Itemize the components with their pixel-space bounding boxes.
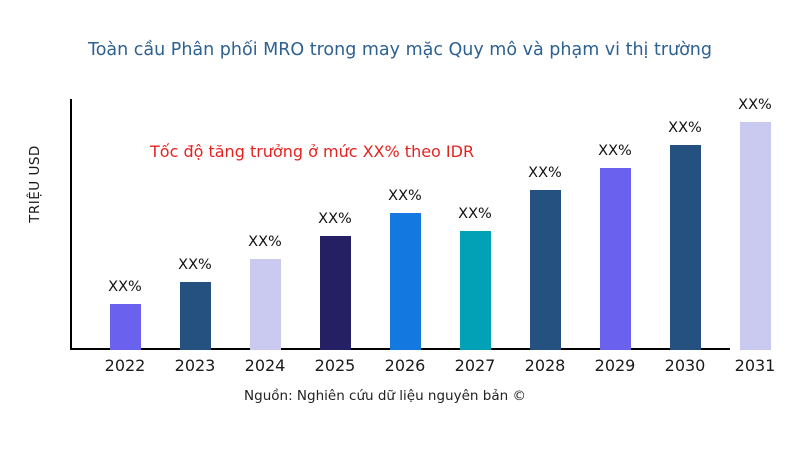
x-tick-label-2028: 2028 — [524, 356, 566, 375]
y-axis-label: TRIỆU USD — [27, 145, 43, 223]
bar-2030 — [669, 145, 701, 350]
bar-value-label-2024: XX% — [248, 234, 282, 250]
bar-value-label-2022: XX% — [108, 279, 142, 295]
bar-value-label-2027: XX% — [458, 206, 492, 222]
bar-2024 — [249, 259, 281, 350]
x-tick-label-2024: 2024 — [244, 356, 286, 375]
bar-2027 — [459, 231, 491, 350]
x-tick-label-2030: 2030 — [664, 356, 706, 375]
bar-value-label-2028: XX% — [528, 165, 562, 181]
bar-2028 — [529, 190, 561, 350]
bar-2025 — [319, 236, 351, 350]
x-tick-label-2029: 2029 — [594, 356, 636, 375]
x-tick-label-2022: 2022 — [104, 356, 146, 375]
bar-value-label-2029: XX% — [598, 143, 632, 159]
source-note: Nguồn: Nghiên cứu dữ liệu nguyên bản © — [244, 388, 526, 404]
bar-2026 — [389, 213, 421, 350]
bar-2031 — [739, 122, 771, 350]
bar-value-label-2025: XX% — [318, 211, 352, 227]
x-tick-label-2031: 2031 — [734, 356, 776, 375]
x-tick-label-2026: 2026 — [384, 356, 426, 375]
growth-rate-annotation: Tốc độ tăng trưởng ở mức XX% theo IDR — [150, 142, 475, 161]
bar-2023 — [179, 282, 211, 350]
y-axis-line — [70, 99, 72, 350]
bar-value-label-2031: XX% — [738, 97, 772, 113]
chart-title: Toàn cầu Phân phối MRO trong may mặc Quy… — [87, 40, 713, 60]
bar-value-label-2026: XX% — [388, 188, 422, 204]
x-tick-label-2027: 2027 — [454, 356, 496, 375]
bar-2029 — [599, 168, 631, 350]
bar-2022 — [109, 304, 141, 350]
x-tick-label-2023: 2023 — [174, 356, 216, 375]
bar-value-label-2023: XX% — [178, 257, 212, 273]
bar-value-label-2030: XX% — [668, 120, 702, 136]
x-tick-label-2025: 2025 — [314, 356, 356, 375]
